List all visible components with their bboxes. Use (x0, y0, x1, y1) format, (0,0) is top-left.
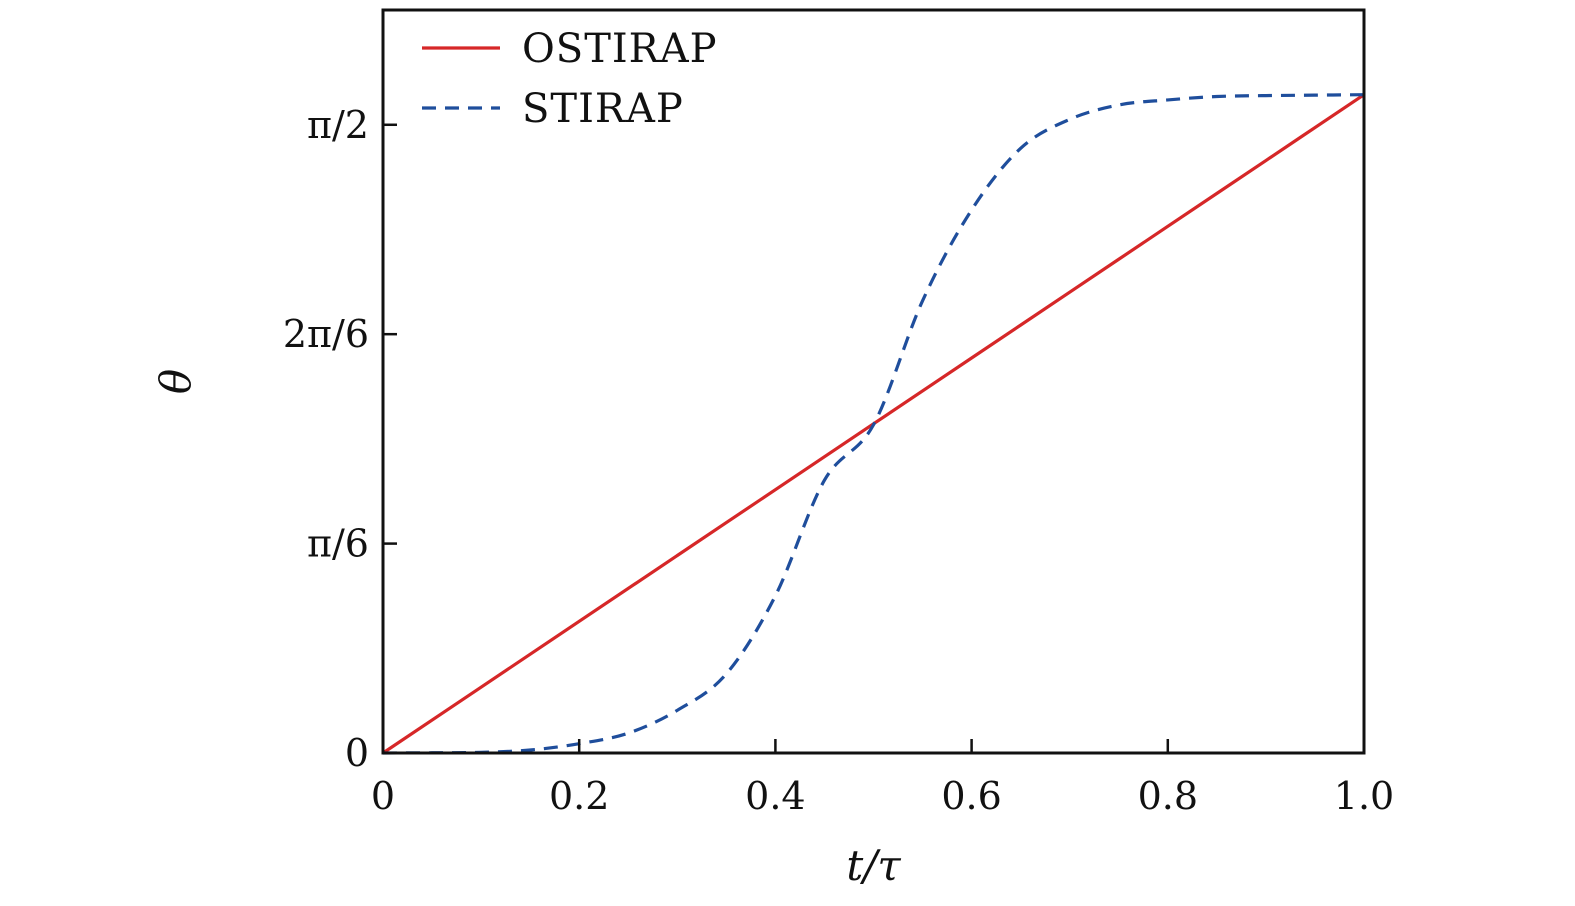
axis-ticks: 0 0.2 0.4 0.6 0.8 1.0 0 π/6 2π/6 π/2 (283, 103, 1394, 818)
legend-label-ostirap: OSTIRAP (522, 26, 718, 72)
x-tick-label: 0.4 (745, 774, 805, 818)
plot-area (382, 93, 1365, 755)
y-tick-label: π/6 (307, 522, 369, 566)
plot-frame (381, 8, 1366, 755)
x-tick-label: 0 (371, 774, 395, 818)
x-tick-label: 0.6 (941, 774, 1001, 818)
legend-label-stirap: STIRAP (522, 86, 684, 132)
y-tick-label: 2π/6 (283, 312, 369, 356)
x-tick-label: 0.8 (1138, 774, 1198, 818)
y-axis-label: θ (151, 369, 200, 394)
legend: OSTIRAP STIRAP (422, 26, 718, 132)
x-axis-label: t/τ (846, 841, 901, 890)
x-tick-label: 1.0 (1334, 774, 1394, 818)
y-tick-label: π/2 (307, 103, 369, 147)
x-tick-label: 0.2 (549, 774, 609, 818)
series-line-stirap (382, 93, 1365, 755)
y-tick-label: 0 (345, 731, 369, 775)
